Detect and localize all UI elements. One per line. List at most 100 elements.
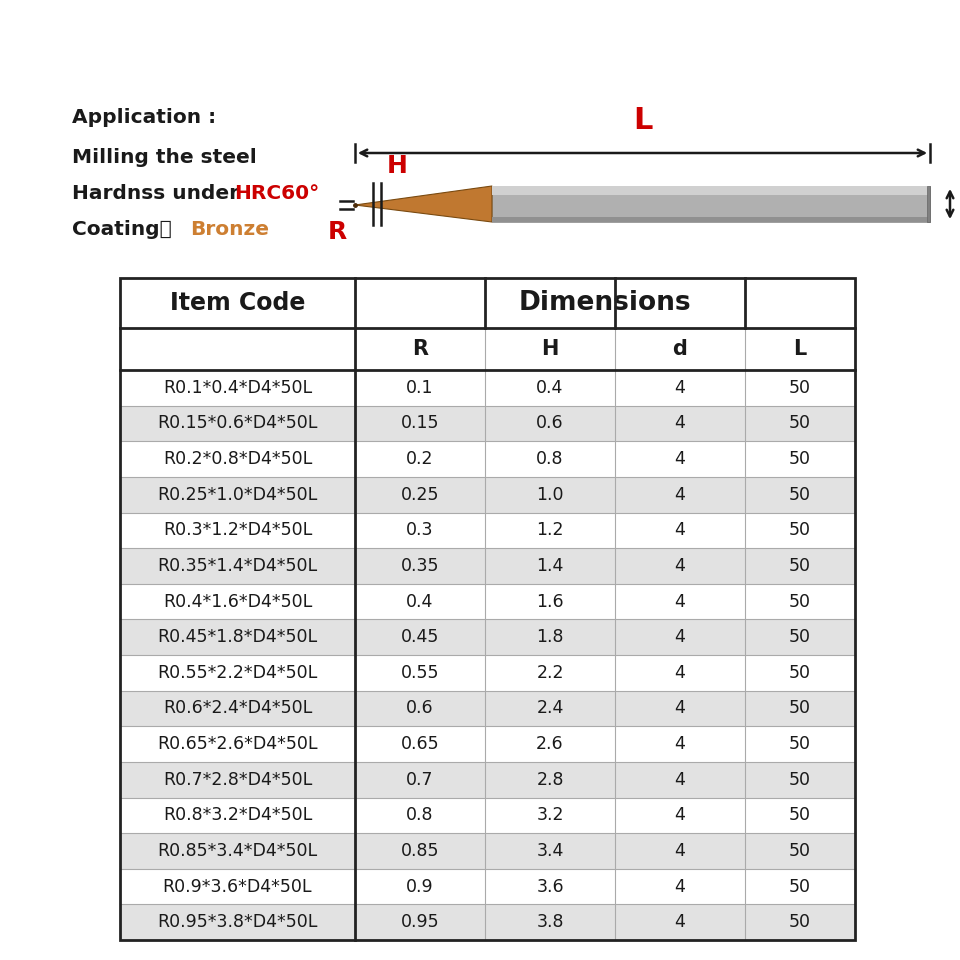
Bar xyxy=(120,727,855,762)
Text: 4: 4 xyxy=(675,913,685,931)
Bar xyxy=(120,762,855,798)
Text: 4: 4 xyxy=(675,877,685,896)
Text: 0.3: 0.3 xyxy=(406,521,434,540)
Bar xyxy=(120,278,855,940)
Text: 1.2: 1.2 xyxy=(537,521,564,540)
Text: 0.55: 0.55 xyxy=(400,663,440,682)
Text: R0.85*3.4*D4*50L: R0.85*3.4*D4*50L xyxy=(157,842,318,860)
Text: R0.65*2.6*D4*50L: R0.65*2.6*D4*50L xyxy=(157,735,318,753)
Bar xyxy=(120,798,855,833)
Bar xyxy=(120,833,855,869)
Text: R0.9*3.6*D4*50L: R0.9*3.6*D4*50L xyxy=(163,877,312,896)
Bar xyxy=(120,513,855,548)
Text: 4: 4 xyxy=(675,557,685,575)
Text: R0.45*1.8*D4*50L: R0.45*1.8*D4*50L xyxy=(157,628,318,646)
Text: 4: 4 xyxy=(675,379,685,396)
Text: 50: 50 xyxy=(789,663,811,682)
Text: 0.35: 0.35 xyxy=(400,557,440,575)
Text: 4: 4 xyxy=(675,450,685,468)
Text: 4: 4 xyxy=(675,415,685,432)
Text: 4: 4 xyxy=(675,628,685,646)
Text: 50: 50 xyxy=(789,735,811,753)
Text: 4: 4 xyxy=(675,521,685,540)
Text: 0.85: 0.85 xyxy=(400,842,440,860)
Text: 4: 4 xyxy=(675,486,685,504)
Text: 0.65: 0.65 xyxy=(400,735,440,753)
Bar xyxy=(120,328,855,370)
Text: H: H xyxy=(541,339,559,359)
Polygon shape xyxy=(355,186,492,222)
Text: 1.6: 1.6 xyxy=(537,592,564,611)
Text: 50: 50 xyxy=(789,877,811,896)
Text: R0.7*2.8*D4*50L: R0.7*2.8*D4*50L xyxy=(163,771,312,789)
Bar xyxy=(492,217,930,222)
Text: R0.2*0.8*D4*50L: R0.2*0.8*D4*50L xyxy=(163,450,312,468)
Text: 4: 4 xyxy=(675,771,685,789)
Text: 4: 4 xyxy=(675,735,685,753)
Text: L: L xyxy=(793,339,806,359)
Bar xyxy=(120,278,855,328)
Text: Bronze: Bronze xyxy=(190,220,269,239)
Text: 2.2: 2.2 xyxy=(537,663,564,682)
Text: H: H xyxy=(387,154,408,178)
Text: Dimensions: Dimensions xyxy=(518,290,691,316)
Bar xyxy=(120,370,855,406)
Bar xyxy=(492,186,930,195)
Text: Coating：: Coating： xyxy=(72,220,172,239)
Bar xyxy=(120,690,855,727)
Bar xyxy=(120,869,855,904)
Text: 2.6: 2.6 xyxy=(537,735,564,753)
Text: 1.8: 1.8 xyxy=(537,628,564,646)
Text: d: d xyxy=(673,339,687,359)
Text: 50: 50 xyxy=(789,771,811,789)
Bar xyxy=(120,619,855,655)
Bar xyxy=(492,186,930,222)
Text: 0.8: 0.8 xyxy=(406,806,434,825)
Text: 0.45: 0.45 xyxy=(401,628,439,646)
Text: 50: 50 xyxy=(789,521,811,540)
Text: 3.4: 3.4 xyxy=(537,842,564,860)
Text: 50: 50 xyxy=(789,842,811,860)
Text: 50: 50 xyxy=(789,700,811,717)
Text: 2.8: 2.8 xyxy=(537,771,564,789)
Text: 50: 50 xyxy=(789,557,811,575)
Text: 0.6: 0.6 xyxy=(406,700,434,717)
Text: 50: 50 xyxy=(789,592,811,611)
Text: 3.6: 3.6 xyxy=(537,877,564,896)
Text: R0.3*1.2*D4*50L: R0.3*1.2*D4*50L xyxy=(163,521,312,540)
Text: Application :: Application : xyxy=(72,108,216,127)
Text: 50: 50 xyxy=(789,806,811,825)
Text: 1.4: 1.4 xyxy=(537,557,564,575)
Text: HRC60°: HRC60° xyxy=(234,184,320,203)
Text: L: L xyxy=(633,106,652,135)
Text: 50: 50 xyxy=(789,415,811,432)
Text: R0.4*1.6*D4*50L: R0.4*1.6*D4*50L xyxy=(163,592,312,611)
Text: 3.8: 3.8 xyxy=(537,913,564,931)
Text: 2.4: 2.4 xyxy=(537,700,564,717)
Bar xyxy=(120,477,855,513)
Text: Item Code: Item Code xyxy=(170,291,305,315)
Text: 0.2: 0.2 xyxy=(406,450,434,468)
Bar xyxy=(120,584,855,619)
Bar xyxy=(120,442,855,477)
Text: 50: 50 xyxy=(789,486,811,504)
Text: 0.25: 0.25 xyxy=(400,486,440,504)
Text: 1.0: 1.0 xyxy=(537,486,564,504)
Text: 0.6: 0.6 xyxy=(537,415,564,432)
Text: 50: 50 xyxy=(789,628,811,646)
Text: R0.8*3.2*D4*50L: R0.8*3.2*D4*50L xyxy=(163,806,312,825)
Text: 0.95: 0.95 xyxy=(400,913,440,931)
Text: 4: 4 xyxy=(675,842,685,860)
Text: R0.35*1.4*D4*50L: R0.35*1.4*D4*50L xyxy=(157,557,318,575)
Bar xyxy=(120,904,855,940)
Text: 50: 50 xyxy=(789,913,811,931)
Text: 4: 4 xyxy=(675,700,685,717)
Text: 3.2: 3.2 xyxy=(537,806,564,825)
Text: R: R xyxy=(412,339,428,359)
Text: 4: 4 xyxy=(675,806,685,825)
Text: 0.4: 0.4 xyxy=(537,379,564,396)
Text: 0.1: 0.1 xyxy=(406,379,434,396)
Bar xyxy=(120,655,855,690)
Text: R0.15*0.6*D4*50L: R0.15*0.6*D4*50L xyxy=(157,415,318,432)
Text: 50: 50 xyxy=(789,450,811,468)
